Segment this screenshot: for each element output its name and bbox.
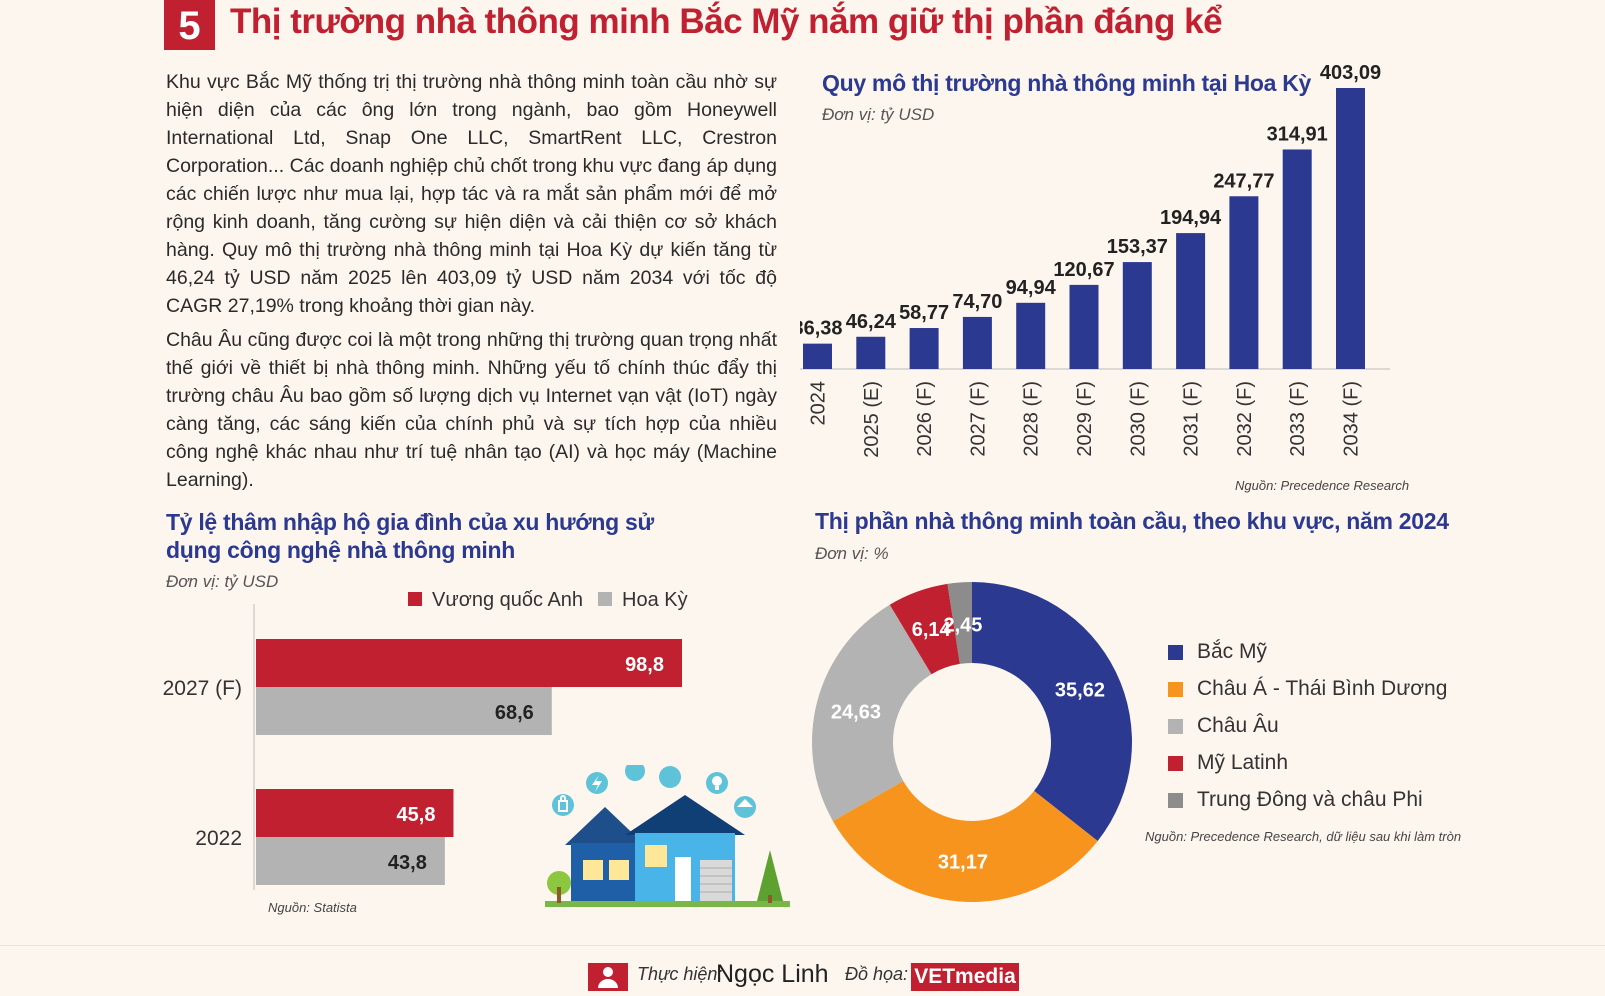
legend-swatch — [1168, 755, 1183, 771]
legend-swatch — [1168, 792, 1183, 808]
bar-2028 (F) — [1016, 302, 1046, 369]
x-tick-label: 2024 — [808, 381, 830, 426]
hbar-Vương quốc Anh-2022 — [256, 789, 454, 837]
bar-2030 (F) — [1122, 262, 1152, 369]
x-tick-label: 2027 (F) — [967, 381, 989, 457]
donut-slice-0 — [972, 582, 1132, 841]
footer-credit-label: Thực hiện: — [637, 964, 723, 984]
hbar-value-label: 43,8 — [388, 852, 427, 874]
donut-slice-2 — [811, 604, 932, 821]
footer-design-label: Đồ họa: — [845, 964, 909, 984]
bar-value-label: 403,09 — [1320, 62, 1381, 84]
page-title: Thị trường nhà thông minh Bắc Mỹ nắm giữ… — [230, 2, 1223, 41]
y-tick-label: 2027 (F) — [163, 677, 242, 700]
bar-2031 (F) — [1176, 233, 1206, 369]
bar-value-label: 58,77 — [899, 302, 949, 324]
donut-legend-item: Trung Đông và châu Phi — [1168, 788, 1423, 812]
legend-label: Bắc Mỹ — [1197, 640, 1268, 663]
hbar-Vương quốc Anh-2027 (F) — [256, 639, 682, 687]
us-market-bar-chart: 36,38 2024 46,24 2025 (E) 58,77 2026 (F) 74,70… — [800, 62, 1390, 458]
x-tick-label: 2032 (F) — [1234, 381, 1256, 457]
x-tick-label: 2029 (F) — [1074, 381, 1096, 457]
smart-home-house-illustration — [545, 765, 790, 907]
bar-value-label: 74,70 — [952, 291, 1002, 313]
x-tick-label: 2026 (F) — [914, 381, 936, 457]
legend-swatch — [1168, 718, 1183, 734]
bar-2026 (F) — [909, 328, 939, 369]
us-market-chart-source: Nguồn: Precedence Research — [1235, 478, 1410, 493]
legend-swatch — [598, 592, 612, 606]
bar-2029 (F) — [1069, 284, 1099, 369]
hbar-Hoa Kỳ-2022 — [256, 837, 445, 885]
legend-label: Trung Đông và châu Phi — [1197, 788, 1423, 811]
legend-label: Hoa Kỳ — [622, 590, 688, 611]
y-tick-label: 2022 — [195, 827, 242, 850]
legend-swatch — [1168, 644, 1183, 660]
legend-label: Châu Âu — [1197, 714, 1279, 737]
hbar-Hoa Kỳ-2027 (F) — [256, 687, 552, 735]
x-tick-label: 2028 (F) — [1021, 381, 1043, 457]
bar-value-label: 94,94 — [1006, 277, 1057, 299]
bar-2024 — [803, 343, 832, 369]
person-icon — [588, 963, 628, 991]
bar-value-label: 46,24 — [846, 311, 897, 333]
global-share-chart-title: Thị phần nhà thông minh toàn cầu, theo k… — [815, 508, 1449, 534]
penetration-chart-title: Tỷ lệ thâm nhập hộ gia đình của xu hướng… — [166, 509, 654, 563]
penetration-chart-unit: Đơn vị: tỷ USD — [166, 572, 279, 591]
x-tick-label: 2031 (F) — [1181, 381, 1203, 457]
footer-brand-logo: VETmedia — [911, 963, 1019, 991]
bar-2027 (F) — [962, 316, 992, 369]
donut-slice-label: 2,45 — [943, 614, 982, 636]
footer — [0, 945, 1605, 996]
legend-swatch — [408, 592, 422, 606]
us-market-chart-unit: Đơn vị: tỷ USD — [822, 105, 935, 124]
donut-legend-item: Châu Á - Thái Bình Dương — [1168, 677, 1447, 701]
global-share-donut-chart: 35,62 31,17 24,63 6,142,45 — [811, 582, 1132, 903]
x-tick-label: 2034 (F) — [1341, 381, 1363, 457]
section-number-badge: 5 — [164, 0, 215, 50]
bar-value-label: 153,37 — [1107, 236, 1168, 258]
penetration-chart-source: Nguồn: Statista — [268, 900, 357, 915]
donut-legend: Bắc Mỹ Châu Á - Thái Bình Dương Châu Âu Mỹ … — [1168, 640, 1458, 830]
global-share-chart-unit: Đơn vị: % — [815, 544, 889, 563]
donut-legend-item: Bắc Mỹ — [1168, 640, 1267, 664]
bar-value-label: 247,77 — [1213, 170, 1274, 192]
body-paragraph-2: Châu Âu cũng được coi là một trong những… — [166, 329, 777, 491]
global-share-chart-source: Nguồn: Precedence Research, dữ liệu sau … — [1145, 829, 1462, 844]
donut-legend-item: Châu Âu — [1168, 714, 1279, 738]
bar-value-label: 194,94 — [1160, 207, 1222, 229]
hbar-value-label: 45,8 — [397, 804, 436, 826]
footer-author: Ngọc Linh — [716, 960, 829, 988]
bar-2025 (E) — [856, 336, 886, 369]
donut-slice-3 — [889, 583, 960, 675]
donut-slice-1 — [832, 781, 1098, 903]
penetration-bar-chart: Vương quốc Anh Hoa Kỳ 98,8 68,6 2027 (F) 45,8… — [163, 590, 688, 890]
hbar-value-label: 68,6 — [495, 702, 534, 724]
donut-slice-label: 6,14 — [912, 619, 952, 641]
bar-2032 (F) — [1229, 196, 1259, 369]
donut-slice-label: 35,62 — [1055, 680, 1105, 702]
x-tick-label: 2030 (F) — [1127, 381, 1149, 457]
body-paragraph-1: Khu vực Bắc Mỹ thống trị thị trường nhà … — [166, 71, 777, 317]
bar-value-label: 36,38 — [800, 318, 843, 340]
bar-value-label: 314,91 — [1267, 123, 1328, 145]
legend-swatch — [1168, 681, 1183, 697]
donut-slice-4 — [947, 582, 972, 664]
bar-value-label: 120,67 — [1053, 259, 1114, 281]
us-market-chart-title: Quy mô thị trường nhà thông minh tại Hoa… — [822, 70, 1312, 96]
hbar-value-label: 98,8 — [625, 654, 664, 676]
x-tick-label: 2033 (F) — [1287, 381, 1309, 457]
bar-2033 (F) — [1282, 149, 1312, 369]
bar-2034 (F) — [1336, 88, 1365, 369]
x-tick-label: 2025 (E) — [861, 381, 883, 458]
legend-label: Vương quốc Anh — [432, 590, 583, 611]
donut-slice-label: 31,17 — [938, 852, 988, 874]
legend-label: Mỹ Latinh — [1197, 751, 1289, 774]
donut-legend-item: Mỹ Latinh — [1168, 751, 1288, 775]
donut-slice-label: 24,63 — [831, 701, 881, 723]
legend-label: Châu Á - Thái Bình Dương — [1197, 677, 1448, 700]
